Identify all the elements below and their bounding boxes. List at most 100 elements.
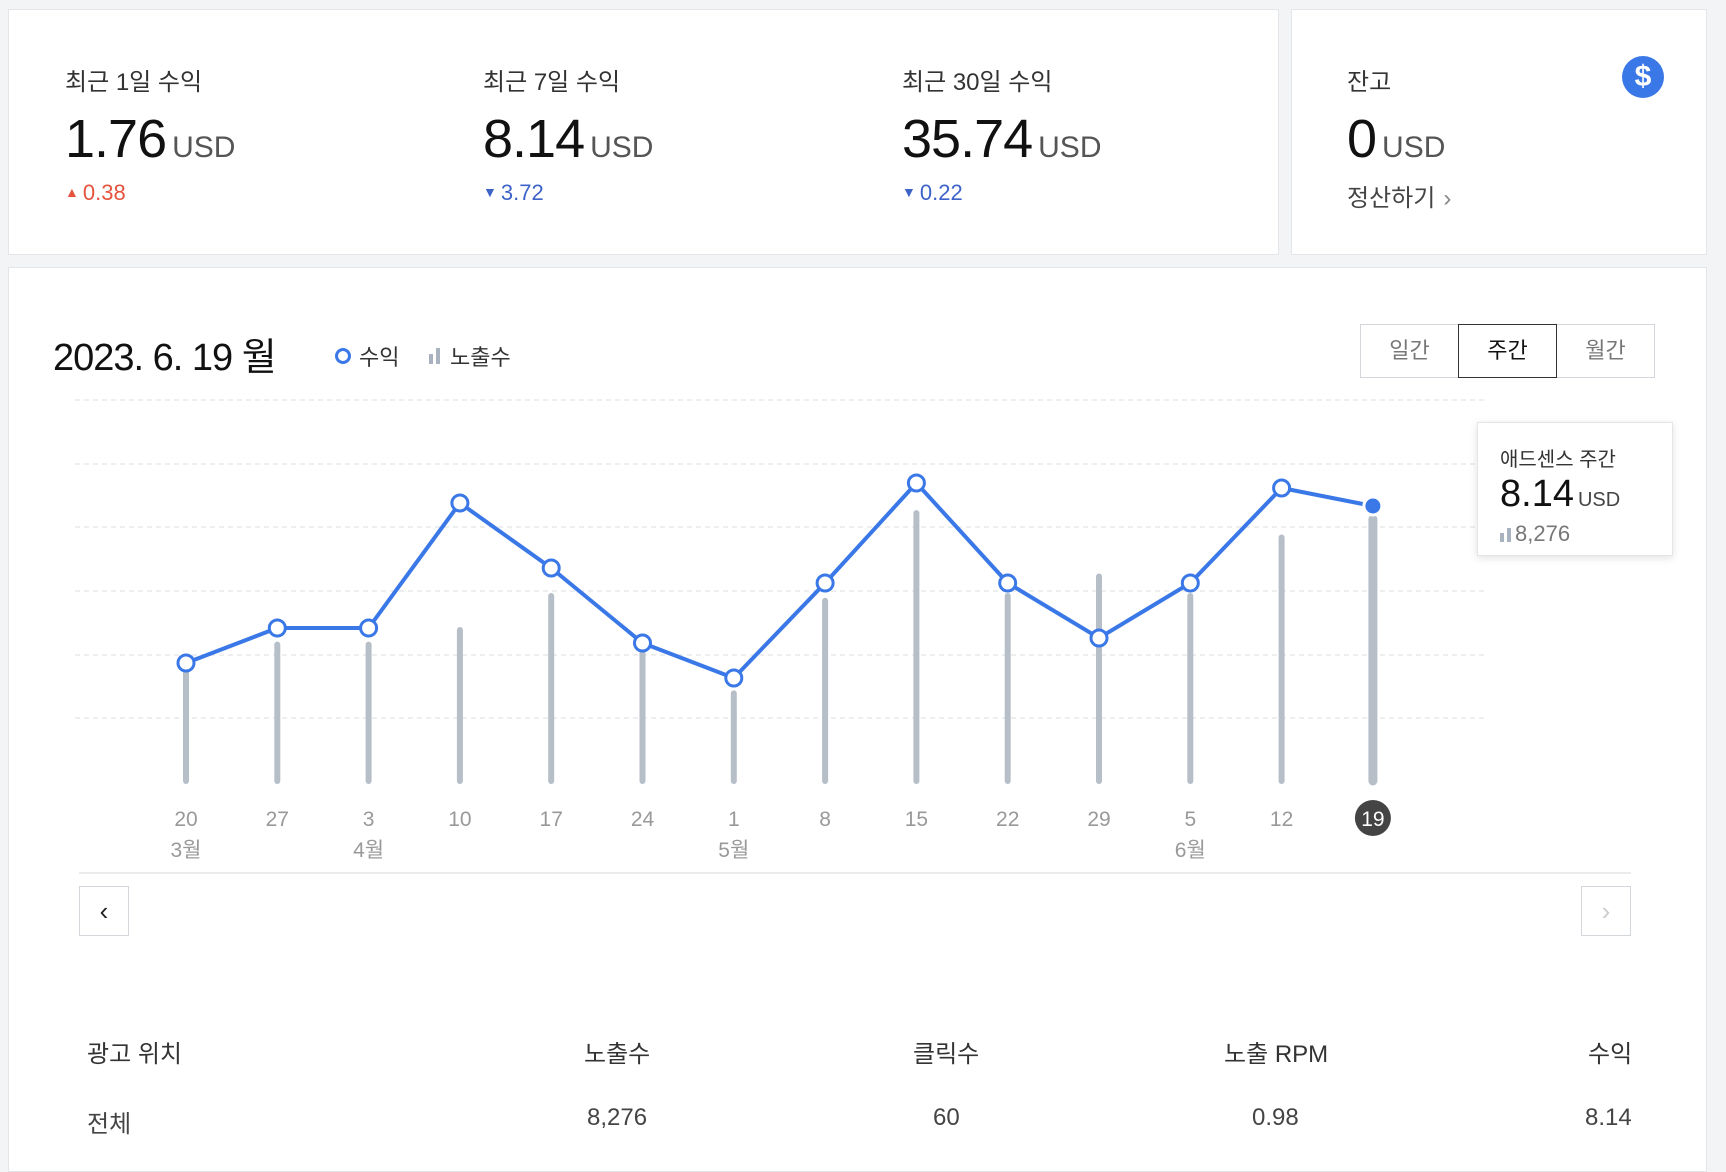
revenue-point [541, 558, 561, 578]
x-tick-label: 15 [905, 808, 928, 831]
period-daily-button[interactable]: 일간 [1360, 324, 1459, 378]
x-tick-label: 20 [174, 808, 197, 831]
table-cell-ad-position: 전체 [87, 1111, 132, 1138]
table-cell-impressions: 8,276 [587, 1104, 648, 1131]
table-cell-revenue: 8.14 [1585, 1104, 1632, 1131]
metric-number: 1.76 [65, 109, 167, 169]
revenue-point [176, 653, 196, 673]
balance-unit: USD [1382, 131, 1446, 164]
metric-delta: ▼ 3.72 [483, 180, 544, 206]
delta-value: 0.22 [919, 180, 963, 205]
legend-revenue: 수익 [335, 340, 399, 372]
bar-chart-icon [1500, 526, 1511, 542]
table-header-ad-position: 광고 위치 [87, 1041, 182, 1068]
metric-label: 최근 30일 수익 [902, 69, 1053, 96]
x-tick-label: 17 [540, 808, 563, 831]
balance-value: 0 USD [1347, 108, 1445, 170]
legend-label: 수익 [359, 345, 400, 370]
month-label: 4월 [353, 839, 384, 862]
x-tick-label: 5 [1184, 808, 1196, 831]
tooltip-impressions-value: 8,276 [1515, 521, 1571, 546]
period-toggle: 일간 주간 월간 [1360, 324, 1655, 378]
tooltip-number: 8.14 [1500, 473, 1574, 515]
balance-number: 0 [1347, 109, 1377, 169]
chevron-right-icon: › [1601, 896, 1611, 926]
revenue-point [359, 618, 379, 638]
x-tick-label: 19 [1361, 808, 1384, 831]
legend-label: 노출수 [450, 345, 511, 370]
next-week-button[interactable]: › [1581, 886, 1631, 936]
metric-unit: USD [172, 131, 236, 164]
metric-number: 35.74 [902, 109, 1033, 169]
revenue-line [185, 481, 1374, 680]
x-tick-label: 24 [631, 808, 655, 831]
delta-value: 0.38 [82, 180, 126, 205]
x-tick-label: 3 [363, 808, 375, 831]
metric-number: 8.14 [483, 109, 585, 169]
table-header-clicks: 클릭수 [913, 1041, 980, 1068]
down-arrow-icon: ▼ [902, 184, 916, 200]
circle-icon [335, 348, 351, 364]
settle-label: 정산하기 [1347, 185, 1436, 212]
metric-label: 최근 1일 수익 [65, 69, 203, 96]
prev-week-button[interactable]: ‹ [79, 886, 129, 936]
metric-value: 8.14 USD [483, 108, 653, 170]
revenue-point [906, 473, 926, 493]
revenue-point [998, 573, 1018, 593]
page-title: 2023. 6. 19 월 [53, 337, 277, 379]
legend-impressions: 노출수 [429, 340, 511, 372]
month-label: 5월 [718, 839, 749, 862]
metric-delta: ▼ 0.22 [902, 180, 963, 206]
x-tick-label: 8 [819, 808, 831, 831]
selected-week-badge [1354, 800, 1391, 836]
chevron-left-icon: ‹ [99, 896, 109, 926]
tooltip-value: 8.14 USD [1500, 473, 1620, 516]
x-tick-label: 12 [1270, 808, 1293, 831]
tooltip-unit: USD [1577, 489, 1621, 511]
period-weekly-button[interactable]: 주간 [1458, 324, 1557, 378]
table-header-rpm: 노출 RPM [1224, 1041, 1329, 1068]
revenue-point [724, 668, 744, 688]
tooltip-impressions: 8,276 [1500, 521, 1570, 547]
balance-card: 잔고 0 USD $ 정산하기 › [1291, 9, 1707, 255]
chart-tooltip: 애드센스 주간 8.14 USD 8,276 [1477, 422, 1673, 556]
up-arrow-icon: ▲ [65, 184, 79, 200]
revenue-point [633, 633, 652, 653]
balance-label: 잔고 [1347, 69, 1392, 96]
revenue-point [1089, 628, 1109, 648]
metric-value: 35.74 USD [902, 108, 1101, 170]
x-tick-label: 1 [728, 808, 740, 831]
revenue-point [267, 618, 287, 638]
table-cell-clicks: 60 [933, 1104, 960, 1131]
table-header-impressions: 노출수 [584, 1041, 651, 1068]
x-tick-label: 27 [266, 808, 289, 831]
down-arrow-icon: ▼ [483, 184, 497, 200]
bar-chart-icon [429, 348, 440, 364]
x-tick-label: 10 [448, 808, 471, 831]
chevron-right-icon: › [1443, 185, 1452, 212]
earnings-summary-card: 최근 1일 수익 1.76 USD ▲ 0.38 최근 7일 수익 8.14 USD … [8, 9, 1279, 255]
metric-delta: ▲ 0.38 [65, 180, 126, 206]
metric-unit: USD [1038, 131, 1102, 164]
delta-value: 3.72 [500, 180, 544, 205]
x-tick-label: 29 [1087, 808, 1110, 831]
period-monthly-button[interactable]: 월간 [1556, 324, 1655, 378]
revenue-point [1362, 495, 1384, 517]
table-cell-rpm: 0.98 [1252, 1104, 1299, 1131]
month-label: 6월 [1175, 839, 1206, 862]
x-tick-label: 22 [996, 808, 1019, 831]
dollar-icon: $ [1622, 56, 1664, 98]
metric-value: 1.76 USD [65, 108, 235, 170]
tooltip-title: 애드센스 주간 [1500, 449, 1616, 471]
table-header-revenue: 수익 [1588, 1041, 1633, 1068]
month-label: 3월 [171, 839, 202, 862]
metric-label: 최근 7일 수익 [483, 69, 621, 96]
revenue-point [450, 493, 470, 513]
metric-unit: USD [590, 131, 654, 164]
earnings-chart: 20 27 3 10 17 24 1 8 15 22 29 5 12 19 3월 4월 5월 6월 [75, 399, 1631, 874]
report-card: 20 27 3 10 17 24 1 8 15 22 29 5 12 19 3월 4월 5월 6월 2023. 6… [8, 267, 1707, 1172]
settle-link[interactable]: 정산하기 › [1347, 178, 1451, 213]
revenue-point [1180, 573, 1200, 593]
revenue-point [815, 573, 835, 593]
revenue-point [1272, 478, 1292, 498]
